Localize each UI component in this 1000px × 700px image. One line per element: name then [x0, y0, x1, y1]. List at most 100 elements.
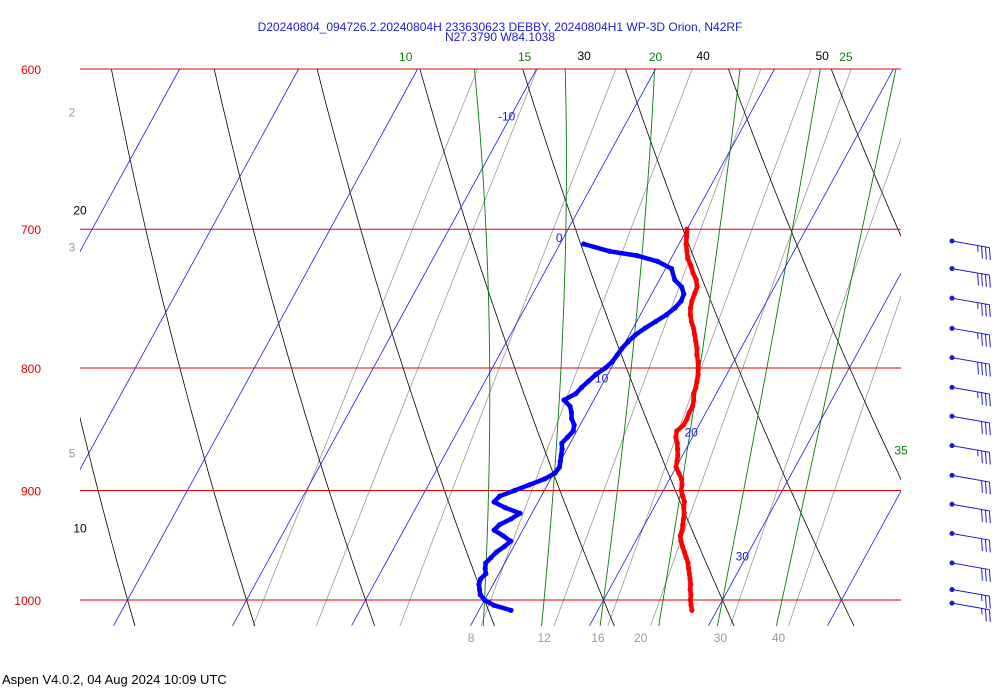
moist-adiabat-label: 35 — [894, 443, 908, 457]
temperature-trace-point — [686, 565, 692, 571]
moist-adiabat-label: 10 — [399, 50, 413, 64]
temperature-trace-point — [694, 352, 700, 358]
wind-barb-flag — [981, 509, 983, 522]
temperature-trace-point — [687, 586, 693, 593]
dewpoint-trace-point — [619, 345, 625, 351]
temperature-trace-point — [673, 464, 679, 470]
temperature-trace-point — [679, 527, 685, 533]
dry-adiabat-label: 40 — [696, 49, 710, 63]
wind-barb-flag — [981, 246, 983, 259]
dewpoint-trace-point — [632, 332, 638, 338]
dewpoint-trace-point — [512, 487, 518, 494]
temperature-trace-point — [694, 378, 700, 384]
mixing-ratio-label: 12 — [538, 631, 552, 645]
temperature-trace-point — [688, 592, 694, 598]
dewpoint-trace-point — [501, 544, 507, 550]
temperature-trace-point — [687, 312, 693, 318]
temperature-trace-point — [693, 339, 699, 345]
dewpoint-trace-point — [672, 305, 678, 311]
dewpoint-trace-point — [561, 397, 567, 403]
dry-adiabat-line — [728, 69, 901, 481]
temperature-trace-point — [673, 434, 679, 440]
dewpoint-trace-point — [491, 499, 497, 505]
dewpoint-trace-point — [642, 325, 648, 331]
wind-barb-staff — [951, 532, 990, 541]
temperature-trace-point — [690, 403, 696, 409]
dewpoint-trace-point — [557, 458, 563, 464]
temperature-trace-point — [679, 482, 685, 488]
temperature-trace-point — [678, 476, 685, 482]
isotherm-label: 20 — [684, 425, 698, 439]
mixing-ratio-label: 16 — [591, 631, 605, 645]
wind-barb — [949, 325, 991, 348]
dewpoint-trace-point — [668, 265, 675, 272]
dry-adiabat-line — [934, 69, 1000, 626]
wind-barb-flag — [988, 609, 991, 623]
wind-barb — [949, 413, 991, 436]
dewpoint-trace-point — [493, 549, 500, 555]
temperature-trace-point — [680, 544, 686, 550]
temperature-trace-point — [688, 581, 694, 587]
dewpoint-trace-point — [679, 284, 685, 290]
wind-barb-flag — [988, 540, 991, 553]
wind-barb-flag — [981, 392, 983, 405]
dry-adiabat-line — [522, 69, 735, 627]
dewpoint-trace-point — [477, 592, 483, 598]
isobar-label: 900 — [21, 484, 41, 498]
temperature-trace-point — [689, 607, 695, 613]
temperature-trace-point — [691, 325, 697, 331]
dewpoint-trace-point — [634, 253, 640, 259]
dewpoint-trace-point — [593, 371, 599, 378]
mixing-ratio-lines — [252, 69, 901, 627]
dewpoint-trace-point — [625, 339, 631, 345]
wind-barb-flag — [981, 568, 983, 581]
temperature-trace-point — [685, 255, 691, 262]
wind-barb — [949, 238, 991, 261]
wind-barb-flag — [984, 608, 987, 622]
temperature-trace-point — [680, 516, 687, 522]
mixing-ratio-label: 5 — [69, 447, 76, 461]
temperature-trace-point — [684, 248, 690, 254]
wind-barb-flag — [984, 334, 987, 347]
temperature-trace-point — [687, 576, 693, 582]
isotherm-line — [827, 490, 901, 626]
wind-barb-staff — [951, 415, 990, 424]
temperature-trace-point — [686, 409, 692, 416]
wind-barb-flag — [984, 568, 987, 582]
wind-barb-flag — [988, 393, 991, 407]
wind-barb-flag — [988, 334, 991, 348]
sounding-traces — [476, 226, 701, 613]
dry-adiabat-label: 20 — [73, 203, 87, 217]
wind-barb-flag — [988, 510, 991, 524]
temperature-trace-point — [674, 446, 681, 452]
moist-adiabat-line — [473, 69, 491, 627]
isotherm-label: 30 — [736, 549, 750, 563]
wind-barb — [949, 295, 991, 318]
isobars — [80, 68, 901, 601]
temperature-trace-point — [683, 554, 689, 561]
temperature-trace-point — [694, 284, 700, 290]
isotherm-line — [351, 69, 656, 626]
dewpoint-trace-point — [681, 291, 687, 297]
dewpoint-trace-point — [491, 527, 497, 533]
wind-barb — [949, 443, 991, 465]
moist-adiabat-line — [717, 69, 821, 627]
dewpoint-trace-point — [654, 258, 661, 265]
dewpoint-trace-point — [569, 416, 575, 422]
moist-adiabat-label: 20 — [649, 50, 663, 64]
dewpoint-trace-point — [477, 576, 484, 582]
dewpoint-trace-point — [496, 493, 503, 499]
isotherm-line — [0, 69, 61, 626]
wind-barb-flag — [984, 510, 987, 523]
temperature-trace-point — [674, 440, 680, 446]
temperature-trace-point — [695, 365, 701, 371]
dewpoint-trace-point — [602, 365, 608, 371]
isotherm-line — [80, 69, 299, 471]
isotherm-line — [113, 69, 418, 626]
mixing-ratio-line — [553, 69, 762, 627]
temperature-trace-point — [694, 345, 700, 351]
temperature-trace-point — [677, 533, 683, 539]
temperature-trace-point — [678, 538, 684, 544]
mixing-ratio-line — [252, 69, 479, 627]
dewpoint-trace-point — [476, 586, 483, 593]
